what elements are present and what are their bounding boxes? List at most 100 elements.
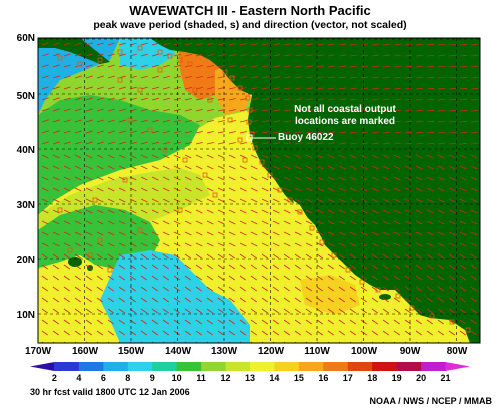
direction-vector [74,187,82,192]
direction-vector [261,198,269,203]
direction-vector [250,242,258,247]
direction-vector [404,43,413,46]
direction-vector [250,43,258,46]
direction-vector [437,131,446,134]
direction-vector [349,54,357,57]
direction-vector [426,131,435,134]
direction-vector [448,209,456,214]
direction-vector [437,319,444,325]
direction-vector [41,253,48,259]
direction-vector [195,198,203,203]
direction-vector [360,253,367,259]
direction-vector [239,286,246,292]
lon-label-90w: 90W [399,346,421,357]
direction-vector [195,209,203,214]
direction-vector [393,120,401,123]
direction-vector [162,231,170,236]
direction-vector [96,97,104,101]
direction-vector [283,76,291,79]
direction-vector [228,286,235,292]
direction-vector [426,253,433,259]
direction-vector [459,330,466,336]
direction-vector [85,286,92,292]
direction-vector [118,264,125,270]
direction-vector [360,176,368,181]
direction-vector [426,308,433,314]
direction-vector [217,54,225,57]
direction-vector [74,165,82,170]
direction-vector [41,198,49,203]
direction-vector [360,319,367,325]
direction-vector [151,86,159,90]
direction-vector [283,220,291,225]
direction-vector [41,242,49,247]
direction-vector [393,154,401,159]
direction-vector [41,130,49,134]
direction-vector [294,297,301,303]
direction-vector [316,109,324,112]
direction-vector [184,264,191,270]
direction-vector [217,76,225,79]
direction-vector [393,87,401,90]
direction-vector [74,264,81,270]
direction-vector [74,154,82,159]
direction-vector [338,231,346,236]
direction-vector [250,165,258,170]
direction-vector [470,330,477,336]
direction-vector [349,275,356,281]
direction-vector [239,275,246,281]
direction-vector [327,43,335,46]
direction-vector [41,154,49,159]
direction-vector [305,231,313,236]
direction-vector [283,187,291,192]
direction-vector [74,198,82,203]
direction-vector [239,43,247,46]
direction-vector [327,286,334,292]
color-legend-bar [30,362,470,371]
direction-vector [52,209,60,214]
direction-vector [85,319,92,325]
direction-vector [283,198,291,203]
direction-vector [184,275,191,281]
direction-vector [316,319,323,325]
direction-vector [294,242,302,247]
direction-vector [294,120,302,123]
direction-vector [437,87,446,90]
direction-vector [283,253,290,259]
direction-vector [63,220,71,225]
direction-vector [151,242,159,247]
direction-vector [294,76,302,79]
direction-vector [41,187,49,192]
direction-vector [96,141,104,145]
direction-vector [206,264,213,270]
legend-value: 12 [220,373,231,383]
direction-vector [173,308,180,314]
direction-vector [327,98,335,101]
direction-vector [162,97,170,101]
direction-vector [426,198,434,203]
direction-vector [195,141,203,145]
direction-vector [74,141,82,145]
direction-vector [129,198,137,203]
direction-vector [162,187,170,192]
direction-vector [459,242,467,247]
direction-vector [437,275,444,281]
direction-vector [305,54,313,57]
legend-value: 13 [244,373,255,383]
direction-vector [393,142,401,145]
direction-vector [140,253,147,259]
direction-vector [85,231,93,236]
direction-vector [382,154,390,159]
direction-vector [217,120,225,123]
direction-vector [239,142,247,145]
direction-vector [184,308,191,314]
direction-vector [415,198,423,203]
coastal-output-marker [137,227,143,233]
direction-vector [294,65,302,68]
direction-vector [261,220,269,225]
direction-vector [74,275,81,281]
direction-vector [250,198,258,203]
direction-vector [52,275,59,281]
direction-vector [415,319,422,325]
direction-vector [195,220,203,225]
